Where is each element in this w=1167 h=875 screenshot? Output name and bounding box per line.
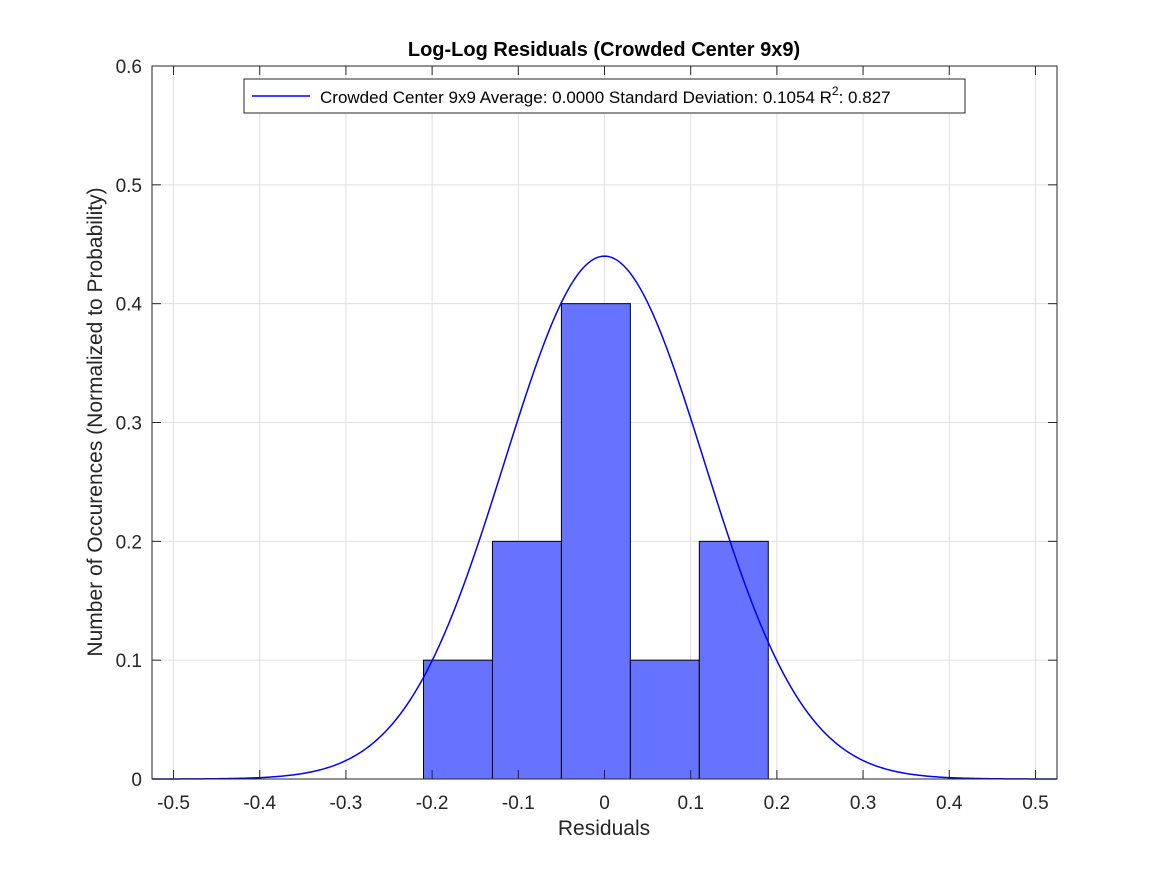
y-tick-label: 0.1 <box>116 651 142 672</box>
chart-title: Log-Log Residuals (Crowded Center 9x9) <box>408 39 800 61</box>
x-tick-label: -0.3 <box>330 793 363 814</box>
x-tick-label: 0.1 <box>677 793 703 814</box>
x-tick-label: -0.1 <box>502 793 535 814</box>
legend-text-main: Crowded Center 9x9 Average: 0.0000 Stand… <box>320 88 832 107</box>
legend-text-superscript: 2 <box>832 84 839 98</box>
histogram-bar <box>491 540 562 780</box>
x-tick-label: 0 <box>599 793 610 814</box>
x-tick-label: -0.5 <box>157 793 190 814</box>
normal-fit-curve <box>152 255 1057 780</box>
histogram-bar <box>629 659 700 780</box>
legend-box <box>243 78 966 114</box>
y-tick-labels: 0 0.1 0.2 0.3 0.4 0.5 0.6 <box>116 57 143 791</box>
histogram-bar <box>423 659 493 780</box>
x-tick-label: 0.2 <box>764 793 790 814</box>
y-axis-label: Number of Occurences (Normalized to Prob… <box>84 187 107 656</box>
x-tick-label: 0.4 <box>936 793 963 814</box>
x-tick-labels: -0.5 -0.4 -0.3 -0.2 -0.1 0 0.1 0.2 0.3 0.4 0.5 <box>157 793 1048 814</box>
legend: Crowded Center 9x9 Average: 0.0000 Stand… <box>243 78 966 114</box>
y-tick-label: 0.4 <box>116 295 143 316</box>
y-tick-label: 0 <box>131 770 142 791</box>
y-tick-label: 0.5 <box>116 176 142 197</box>
legend-text-tail: : 0.827 <box>839 88 891 107</box>
x-tick-label: 0.3 <box>850 793 876 814</box>
histogram-bar <box>560 303 631 780</box>
y-tick-label: 0.2 <box>116 532 142 553</box>
y-tick-label: 0.3 <box>116 414 142 435</box>
legend-entry: Crowded Center 9x9 Average: 0.0000 Stand… <box>320 84 891 107</box>
x-tick-label: -0.4 <box>243 793 276 814</box>
y-tick-label: 0.6 <box>116 57 142 78</box>
histogram-bar <box>698 540 769 780</box>
x-tick-label: -0.2 <box>416 793 449 814</box>
plot-area: -0.5 -0.4 -0.3 -0.2 -0.1 0 0.1 0.2 0.3 0.4 0.5 0 0.… <box>116 57 1058 814</box>
histogram-bars <box>423 303 769 780</box>
x-axis-label: Residuals <box>558 817 650 840</box>
ticks <box>152 65 1057 780</box>
x-tick-label: 0.5 <box>1022 793 1048 814</box>
